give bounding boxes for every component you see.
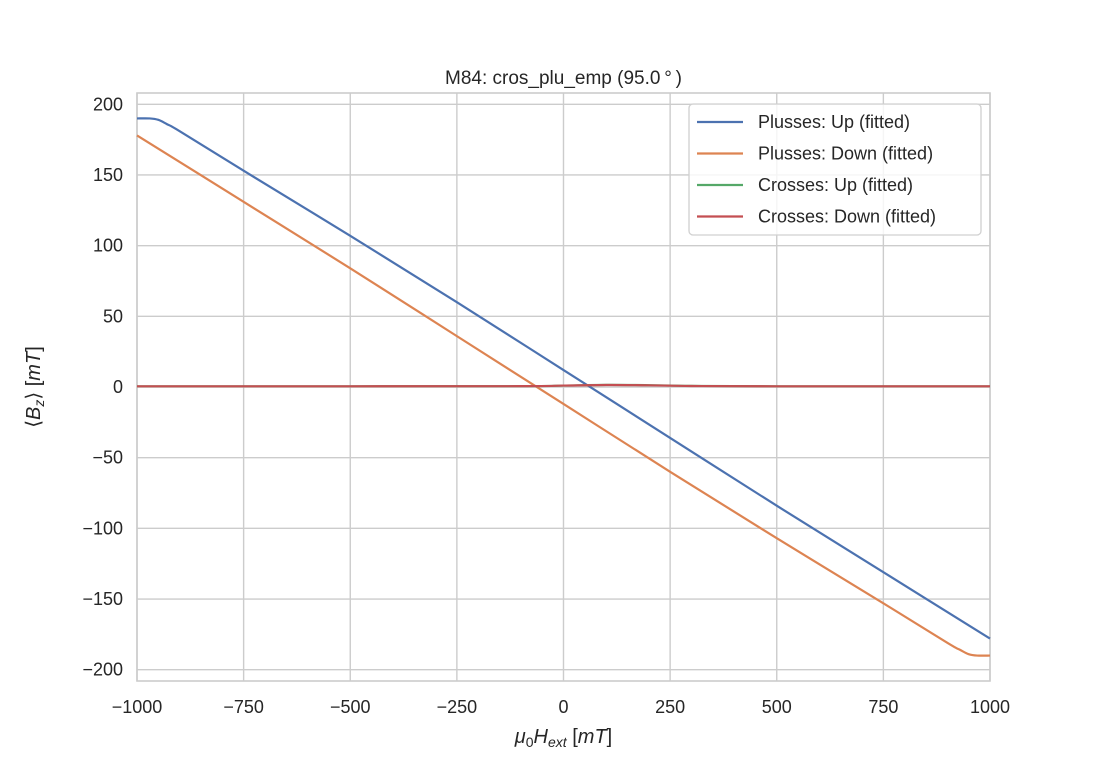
x-tick-label: −500 <box>330 697 371 717</box>
y-tick-label: 200 <box>93 94 123 114</box>
y-tick-label: −50 <box>92 448 123 468</box>
legend-entry: Plusses: Up (fitted) <box>697 112 910 132</box>
legend-label: Plusses: Up (fitted) <box>758 112 910 132</box>
legend-entry: Crosses: Up (fitted) <box>697 175 913 195</box>
x-tick-label: 250 <box>655 697 685 717</box>
x-tick-label: 1000 <box>970 697 1010 717</box>
x-tick-label: −250 <box>437 697 478 717</box>
y-tick-label: −200 <box>82 660 123 680</box>
legend-box <box>688 103 982 236</box>
series-line-plusses-down-fitted <box>136 134 991 657</box>
x-tick-label: −750 <box>223 697 264 717</box>
y-tick-labels: −200 −150 −100 −50 0 50 100 150 200 <box>82 94 123 679</box>
chart-title: M84: cros_plu_emp (95.0 ° ) <box>445 68 682 89</box>
series-line-crosses-down-fitted <box>136 383 991 388</box>
y-tick-label: 50 <box>103 306 123 326</box>
x-tick-label: −1000 <box>112 697 163 717</box>
y-tick-label: 150 <box>93 165 123 185</box>
x-axis-label: μ0Hext [mT] <box>514 726 612 750</box>
legend-entry: Crosses: Down (fitted) <box>697 207 936 227</box>
legend-entry: Plusses: Down (fitted) <box>697 144 933 164</box>
legend-label: Plusses: Down (fitted) <box>758 144 933 164</box>
legend-label: Crosses: Up (fitted) <box>758 175 913 195</box>
y-axis-label: ⟨Bz⟩ [mT] <box>23 346 47 428</box>
legend-label: Crosses: Down (fitted) <box>758 207 936 227</box>
y-tick-label: −150 <box>82 589 123 609</box>
x-tick-label: 500 <box>762 697 792 717</box>
legend: Plusses: Up (fitted) Plusses: Down (fitte… <box>688 103 982 236</box>
series-lines <box>136 117 991 657</box>
x-tick-label: 0 <box>558 697 568 717</box>
x-tick-label: 750 <box>868 697 898 717</box>
x-tick-labels: −1000 −750 −500 −250 0 250 500 750 1000 <box>112 697 1010 717</box>
series-line-plusses-up-fitted <box>136 117 991 640</box>
y-tick-label: 100 <box>93 236 123 256</box>
y-tick-label: 0 <box>113 377 123 397</box>
y-tick-label: −100 <box>82 518 123 538</box>
